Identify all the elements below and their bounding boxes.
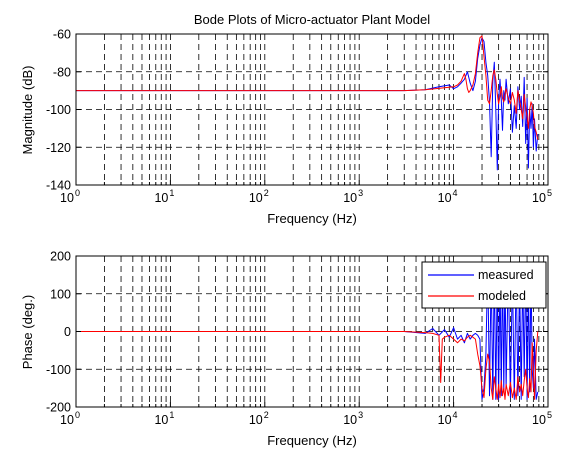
phase-y-axis-label: Phase (deg.) (20, 295, 35, 369)
x-tick-label: 104 (438, 410, 458, 427)
y-tick-label: 0 (64, 325, 71, 339)
x-tick-label: 103 (343, 188, 363, 205)
y-tick-label: -80 (53, 65, 71, 79)
x-tick-label: 101 (154, 188, 174, 205)
x-tick-label: 102 (249, 410, 269, 427)
legend-label-measured: measured (478, 268, 534, 282)
x-tick-label: 100 (60, 410, 80, 427)
x-tick-label: 104 (438, 188, 458, 205)
x-tick-label: 105 (532, 188, 552, 205)
x-tick-label: 105 (532, 410, 552, 427)
y-tick-label: -120 (46, 141, 71, 155)
chart-title: Bode Plots of Micro-actuator Plant Model (194, 12, 430, 27)
x-tick-label: 103 (343, 410, 363, 427)
x-tick-label: 100 (60, 188, 80, 205)
magnitude-x-axis-label: Frequency (Hz) (267, 211, 357, 226)
y-tick-label: -100 (46, 363, 71, 377)
x-tick-label: 101 (154, 410, 174, 427)
y-tick-label: 100 (50, 287, 71, 301)
y-tick-label: 200 (50, 250, 71, 264)
magnitude-y-axis-label: Magnitude (dB) (20, 66, 35, 155)
y-tick-label: -100 (46, 103, 71, 117)
y-tick-label: -60 (53, 28, 71, 42)
phase-x-axis-label: Frequency (Hz) (267, 433, 357, 448)
legend-label-modeled: modeled (478, 289, 526, 303)
legend: measured modeled (422, 262, 546, 308)
x-tick-label: 102 (249, 188, 269, 205)
